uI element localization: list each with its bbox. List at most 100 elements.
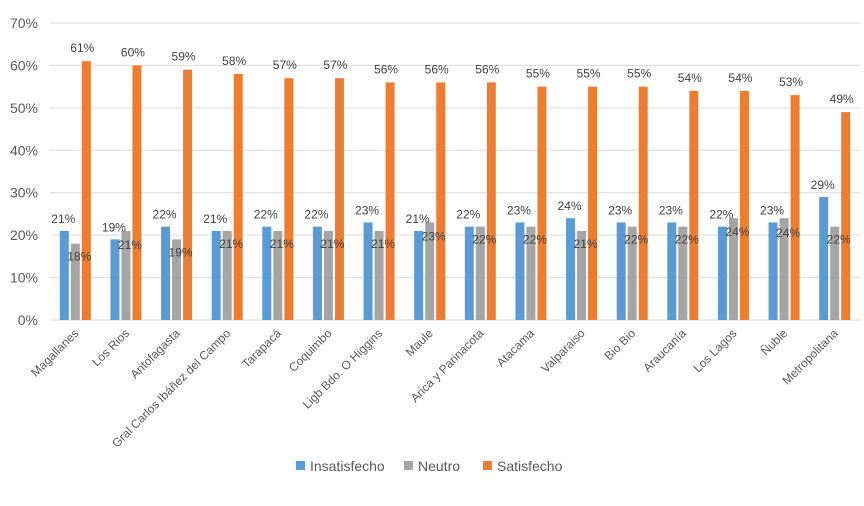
x-tick-label: Atacama [494, 326, 538, 370]
data-label-neutro: 21% [270, 237, 294, 251]
legend-label-satisfecho: Satisfecho [497, 458, 563, 474]
data-label-insatisfecho: 22% [153, 208, 177, 222]
bar-satisfecho [334, 78, 344, 321]
x-tick-label: Araucanía [640, 326, 689, 375]
bar-neutro [728, 218, 738, 320]
data-label-neutro: 21% [219, 237, 243, 251]
data-label-neutro: 22% [472, 233, 496, 247]
y-axis: 0% 10% 20% 30% 40% 50% 60% 70% [10, 15, 38, 328]
bar-insatisfecho [312, 226, 322, 320]
data-label-neutro: 22% [675, 233, 699, 247]
y-tick-label: 0% [18, 312, 38, 328]
bar-neutro [526, 226, 536, 320]
bar-satisfecho [486, 82, 496, 321]
legend: Insatisfecho Neutro Satisfecho [296, 458, 563, 474]
x-tick-label: Los Rios [89, 326, 132, 369]
x-tick-label: Bio Bio [602, 326, 639, 363]
data-label-insatisfecho: 22% [254, 208, 278, 222]
data-label-satisfecho: 55% [577, 67, 601, 81]
data-label-neutro: 21% [118, 238, 142, 252]
bar-insatisfecho [414, 230, 424, 320]
bar-neutro [830, 226, 840, 320]
bar-insatisfecho [211, 230, 221, 320]
bar-insatisfecho [363, 222, 373, 320]
data-label-satisfecho: 54% [678, 71, 702, 85]
x-tick-label: Los Lagos [690, 326, 739, 375]
gridlines [50, 22, 860, 321]
bar-satisfecho [588, 86, 598, 321]
data-label-satisfecho: 60% [121, 45, 145, 59]
bar-insatisfecho [262, 226, 272, 320]
data-label-insatisfecho: 21% [406, 212, 430, 226]
data-label-satisfecho: 57% [273, 58, 297, 72]
data-label-neutro: 24% [725, 225, 749, 239]
bar-satisfecho [638, 86, 648, 321]
bar-insatisfecho [616, 222, 626, 320]
y-tick-label: 10% [10, 270, 38, 286]
y-tick-label: 70% [10, 15, 38, 31]
data-label-insatisfecho: 23% [659, 203, 683, 217]
x-tick-label: Maule [403, 326, 436, 359]
bar-neutro [121, 230, 131, 320]
bar-satisfecho [689, 90, 699, 320]
y-tick-label: 40% [10, 142, 38, 158]
bar-neutro [323, 230, 333, 320]
bar-neutro [475, 226, 485, 320]
legend-swatch-satisfecho [483, 461, 492, 470]
bar-satisfecho [183, 69, 193, 321]
y-tick-label: 30% [10, 185, 38, 201]
x-tick-label: Coquimbo [286, 326, 335, 375]
data-label-satisfecho: 61% [70, 41, 94, 55]
legend-label-neutro: Neutro [418, 458, 460, 474]
bar-neutro [779, 218, 789, 320]
data-label-neutro: 18% [67, 250, 91, 264]
bar-insatisfecho [717, 226, 727, 320]
data-label-satisfecho: 56% [425, 62, 449, 76]
data-label-satisfecho: 59% [172, 50, 196, 64]
bar-neutro [222, 230, 232, 320]
data-label-satisfecho: 56% [475, 62, 499, 76]
bar-neutro [577, 230, 587, 320]
data-label-neutro: 22% [624, 233, 648, 247]
bar-neutro [627, 226, 637, 320]
data-label-insatisfecho: 19% [102, 220, 126, 234]
data-label-satisfecho: 53% [779, 75, 803, 89]
legend-label-insatisfecho: Insatisfecho [310, 458, 385, 474]
x-tick-label: Tarapacá [239, 326, 284, 371]
data-label-insatisfecho: 23% [608, 203, 632, 217]
bar-satisfecho [739, 90, 749, 320]
bar-satisfecho [81, 61, 91, 320]
x-tick-label: Ñuble [758, 326, 790, 358]
data-label-insatisfecho: 24% [558, 199, 582, 213]
bar-insatisfecho [161, 226, 171, 320]
x-tick-label: Valparaiso [538, 326, 588, 376]
x-tick-label: Magallanes [28, 326, 81, 379]
bar-satisfecho [284, 78, 294, 321]
bar-satisfecho [436, 82, 446, 321]
bar-insatisfecho [464, 226, 474, 320]
bars [59, 61, 851, 321]
legend-swatch-neutro [404, 461, 413, 470]
bar-insatisfecho [819, 196, 829, 320]
bar-neutro [172, 239, 182, 320]
data-label-satisfecho: 56% [374, 62, 398, 76]
y-tick-label: 20% [10, 227, 38, 243]
data-label-satisfecho: 55% [526, 67, 550, 81]
bar-neutro [70, 243, 80, 320]
data-label-insatisfecho: 23% [507, 203, 531, 217]
data-labels: 61% 21% 18% 60% 19% 21% 59% 22% 19% 58% 21% 21% 57% 2… [51, 41, 854, 263]
bar-neutro [374, 230, 384, 320]
data-label-neutro: 21% [574, 237, 598, 251]
data-label-satisfecho: 54% [728, 71, 752, 85]
data-label-insatisfecho: 21% [51, 212, 75, 226]
data-label-insatisfecho: 29% [811, 178, 835, 192]
bar-satisfecho [233, 73, 243, 321]
data-label-neutro: 21% [320, 237, 344, 251]
data-label-insatisfecho: 22% [709, 208, 733, 222]
data-label-satisfecho: 57% [323, 58, 347, 72]
data-label-neutro: 22% [827, 233, 851, 247]
bar-neutro [425, 222, 435, 320]
bar-insatisfecho [566, 218, 576, 320]
